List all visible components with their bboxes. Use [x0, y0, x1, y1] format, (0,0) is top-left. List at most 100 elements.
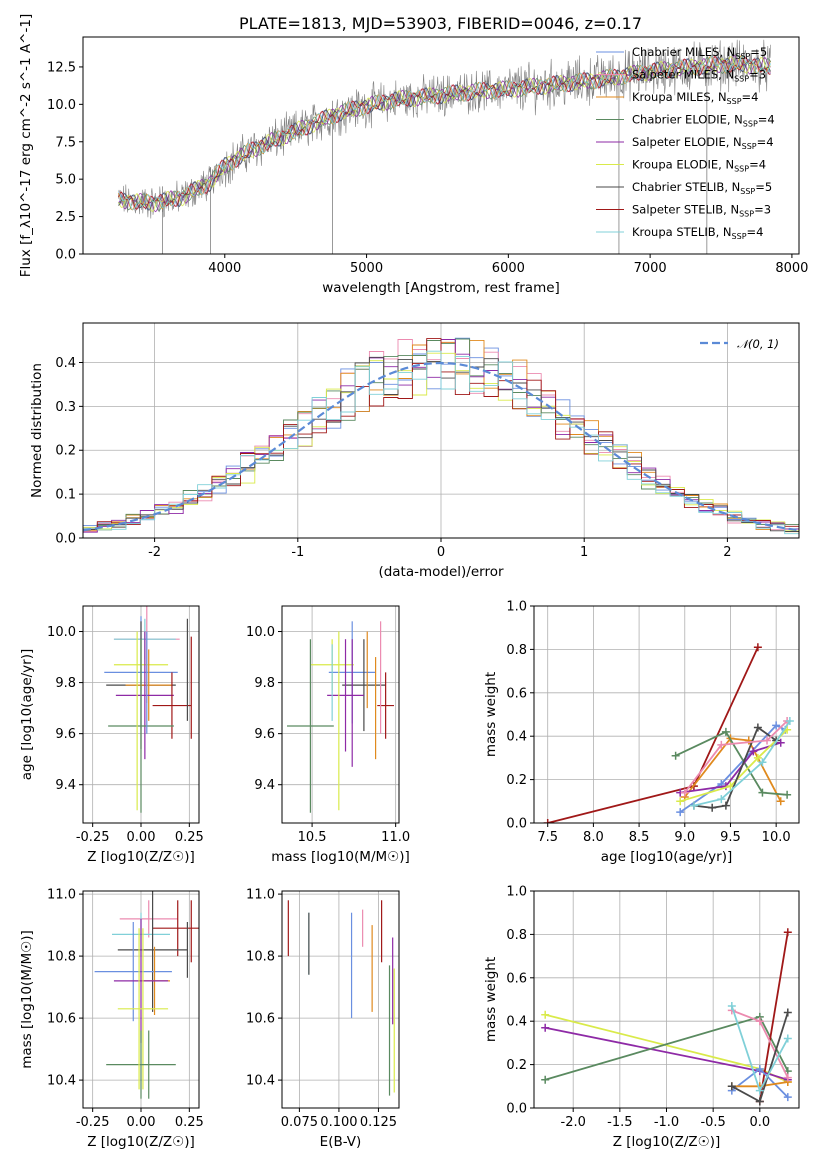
- x-tick-label: 0.0: [749, 1115, 770, 1130]
- y-axis-label: Flux [f_λ10^-17 erg cm^-2 s^-1 A^-1]: [18, 14, 34, 277]
- y-axis-label: age [log10(age/yr)]: [19, 649, 35, 781]
- weight-marker: [676, 797, 685, 806]
- axes-frame: [281, 605, 400, 824]
- y-tick-label: 10.0: [47, 98, 76, 113]
- y-tick-label: 10.4: [47, 1074, 76, 1089]
- weight-line-kroupa-stelib: [693, 720, 791, 807]
- weight-marker: [543, 819, 552, 823]
- y-tick-label: 0.4: [506, 730, 527, 745]
- y-tick-label: 0.6: [506, 971, 527, 986]
- observed-spectrum: [118, 39, 771, 219]
- x-tick-label: 0.00: [127, 1115, 156, 1130]
- weight-marker: [755, 1064, 764, 1073]
- weight-marker: [772, 721, 781, 730]
- grid-lines: [534, 605, 799, 824]
- x-tick-label: 0.25: [175, 1115, 204, 1130]
- y-tick-label: 12.5: [47, 60, 76, 75]
- residual-hist-salpeter-stelib: [83, 338, 799, 538]
- x-tick-label: 0.100: [320, 1115, 357, 1130]
- x-tick-label: -1.0: [654, 1115, 679, 1130]
- weight-marker: [755, 1097, 764, 1106]
- y-tick-label: 0.0: [506, 1102, 527, 1117]
- x-tick-label: -0.5: [700, 1115, 725, 1130]
- x-tick-label: 9.0: [674, 830, 695, 845]
- age-vs-mass-panel: 10.5 11.0 9.4 9.6 9.8 10.0 mass [log10(M/M☉)]: [246, 605, 410, 865]
- legend: Chabrier MILES, NSSP=5 Salpeter MILES, NS…: [596, 45, 775, 241]
- y-tick-label: 0.2: [55, 444, 76, 459]
- weight-marker: [758, 788, 767, 797]
- x-tick-label: 6000: [492, 261, 525, 276]
- legend-label: Salpeter STELIB, NSSP=3: [632, 203, 771, 219]
- axes-frame: [533, 605, 800, 824]
- weight-marker: [783, 1034, 792, 1043]
- weight-marker: [758, 758, 767, 767]
- mass-vs-metallicity-panel: -0.25 0.00 0.25 10.4 10.6 10.8 11.0 Z [log10(Z/…: [19, 888, 204, 1150]
- axes-frame: [82, 36, 800, 255]
- y-axis-label: mass [log10(M/M☉)]: [19, 930, 35, 1069]
- y-tick-label: 10.8: [246, 950, 275, 965]
- weight-marker: [717, 795, 726, 804]
- weight-vs-age-panel: 7.5 8.0 8.5 9.0 9.5 10.0 0.0 0.2 0.4 0.6 0.8 1.0 age…: [483, 600, 800, 865]
- weight-marker: [785, 717, 794, 726]
- x-tick-label: 10.5: [298, 830, 327, 845]
- legend-label: Kroupa ELODIE, NSSP=4: [632, 158, 766, 174]
- weight-line-salpeter-miles: [684, 720, 788, 794]
- y-tick-label: 10.0: [47, 625, 76, 640]
- weight-vs-metallicity-panel: -2.0 -1.5 -1.0 -0.5 0.0 0.0 0.2 0.4 0.6 0.8 1.0 Z […: [483, 885, 800, 1150]
- weight-marker: [783, 1093, 792, 1102]
- weight-marker: [721, 801, 730, 810]
- weight-marker: [717, 740, 726, 749]
- x-tick-label: 11.0: [381, 830, 410, 845]
- weight-marker: [755, 1017, 764, 1026]
- weight-marker: [541, 1010, 550, 1019]
- y-tick-label: 10.8: [47, 950, 76, 965]
- y-tick-label: 0.8: [506, 928, 527, 943]
- y-tick-label: 9.8: [55, 676, 76, 691]
- weight-marker: [541, 1075, 550, 1084]
- x-tick-label: -1: [291, 545, 304, 560]
- weight-marker: [755, 1086, 764, 1095]
- weight-line-kroupa-miles: [684, 737, 782, 802]
- legend-label: Kroupa STELIB, NSSP=4: [632, 225, 763, 241]
- x-tick-label: 7.5: [537, 830, 558, 845]
- x-tick-label: -0.25: [76, 1115, 110, 1130]
- x-tick-label: -0.25: [76, 830, 110, 845]
- y-tick-label: 0.8: [506, 643, 527, 658]
- grid-lines: [534, 890, 799, 1109]
- x-tick-label: 8000: [775, 261, 808, 276]
- x-tick-label: 10.0: [762, 830, 791, 845]
- residuals-panel: 𝒩(0, 1) -2 -1 0 1 2 0.0 0.1 0.2 0.3 0.4 (data-model…: [29, 322, 800, 580]
- y-tick-label: 9.6: [254, 727, 275, 742]
- plot-area: [94, 891, 199, 1099]
- legend-label: Kroupa MILES, NSSP=4: [632, 90, 758, 106]
- weight-marker: [753, 753, 762, 762]
- x-tick-label: 0.125: [360, 1115, 397, 1130]
- weight-marker: [783, 1008, 792, 1017]
- x-tick-label: -1.5: [607, 1115, 632, 1130]
- x-tick-label: 9.5: [720, 830, 741, 845]
- legend-label: Salpeter MILES, NSSP=3: [632, 68, 766, 84]
- y-tick-label: 0.0: [55, 248, 76, 263]
- x-tick-label: 0: [437, 545, 445, 560]
- plot-area: [118, 39, 771, 254]
- weight-marker: [708, 803, 717, 812]
- gaussian-curve: [83, 361, 799, 532]
- y-tick-label: 9.4: [254, 778, 275, 793]
- weight-line-salpeter-elodie: [680, 741, 781, 794]
- x-axis-label: Z [log10(Z/Z☉)]: [613, 1134, 721, 1150]
- y-tick-label: 0.0: [55, 532, 76, 547]
- y-tick-label: 9.4: [55, 778, 76, 793]
- weight-marker: [783, 1073, 792, 1082]
- x-tick-label: 8.5: [629, 830, 650, 845]
- y-tick-label: 1.0: [506, 600, 527, 615]
- plot-area: [104, 606, 192, 813]
- x-axis-label: Z [log10(Z/Z☉)]: [87, 1134, 195, 1150]
- weight-marker: [753, 723, 762, 732]
- grid-lines: [282, 606, 399, 823]
- y-tick-label: 11.0: [47, 888, 76, 903]
- plot-area: [541, 928, 792, 1106]
- model-spectrum-kroupa-stelib: [118, 55, 771, 211]
- y-tick-label: 0.2: [506, 773, 527, 788]
- x-axis-label: age [log10(age/yr)]: [601, 849, 733, 865]
